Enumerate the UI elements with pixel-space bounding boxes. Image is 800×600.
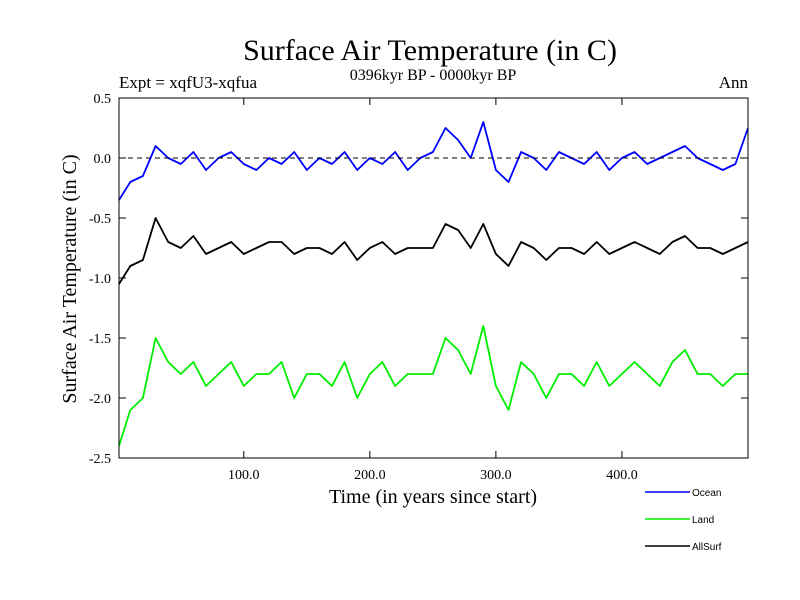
y-tick-label: -1.5 xyxy=(89,332,111,347)
y-tick-label: -0.5 xyxy=(89,212,111,227)
series-line-allsurf xyxy=(118,217,749,285)
legend-label-land: Land xyxy=(692,515,714,526)
legend-label-allsurf: AllSurf xyxy=(692,542,722,553)
y-tick-label: 0.5 xyxy=(94,92,112,107)
legend: Ocean Land AllSurf xyxy=(645,488,722,553)
series-line-land xyxy=(118,325,748,447)
x-tick-label: 200.0 xyxy=(354,468,386,483)
y-tick-label: -2.5 xyxy=(89,452,111,467)
y-axis-label: Surface Air Temperature (in C) xyxy=(59,154,81,403)
x-tick-label: 400.0 xyxy=(606,468,638,483)
y-tick-label: 0.0 xyxy=(94,152,112,167)
x-tick-label: 300.0 xyxy=(480,468,512,483)
chart-subtitle-center: 0396kyr BP - 0000kyr BP xyxy=(350,67,517,84)
y-tick-label: -2.0 xyxy=(89,392,111,407)
x-tick-label: 100.0 xyxy=(228,468,260,483)
chart-subtitle-left: Expt = xqfU3-xqfua xyxy=(119,73,257,92)
series-layer xyxy=(118,121,749,447)
chart-subtitle-right: Ann xyxy=(719,73,749,92)
x-axis-label: Time (in years since start) xyxy=(329,486,537,508)
axis-ticks: 0.5 0.0 -0.5 -1.0 -1.5 -2.0 -2.5 100.0 200.0 300.… xyxy=(89,92,748,483)
chart-title: Surface Air Temperature (in C) xyxy=(243,34,617,67)
legend-label-ocean: Ocean xyxy=(692,488,721,499)
series-line-ocean xyxy=(118,121,749,201)
y-tick-label: -1.0 xyxy=(89,272,111,287)
